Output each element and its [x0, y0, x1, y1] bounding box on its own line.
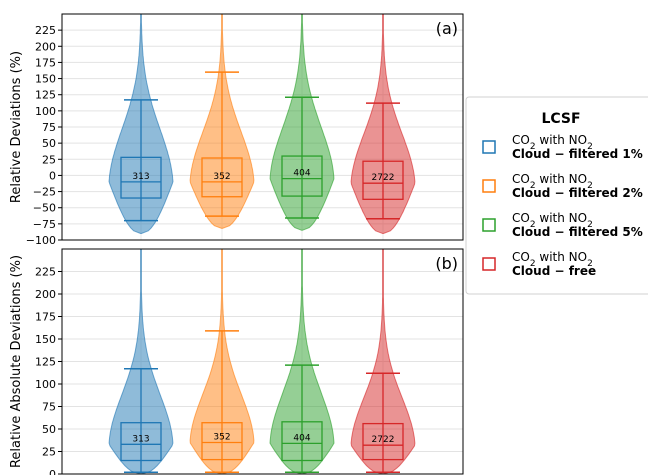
violin-group: 313 — [108, 14, 174, 234]
panel-a: 313 352 404 2722 −100 −75 −50 −25 0 25 50 75 100 125… — [9, 13, 464, 247]
y-tick-label: 50 — [42, 423, 56, 436]
legend-entry-line2: Cloud − filtered 2% — [512, 186, 643, 200]
violin-body — [350, 249, 416, 474]
iqr-box — [201, 422, 243, 461]
legend-entry-line2: Cloud − filtered 5% — [512, 225, 643, 239]
violin-group: 313 — [108, 249, 174, 474]
violin-group: 352 — [189, 249, 255, 474]
legend-entry-line2: Cloud − free — [512, 264, 596, 278]
y-tick-label: 175 — [35, 311, 56, 324]
panel-b: 313 352 404 2722 0255075100125150175200225 … — [9, 248, 464, 475]
panel-a-y-axis-label: Relative Deviations (%) — [9, 51, 24, 203]
legend-swatch — [482, 257, 496, 271]
violin-body — [108, 249, 174, 474]
sample-count-label: 352 — [213, 433, 230, 443]
violin-group: 2722 — [350, 249, 416, 474]
panel-b-violins: 313 352 404 2722 — [108, 249, 416, 474]
panel-a-violins: 313 352 404 2722 — [108, 14, 416, 234]
y-tick-label: 125 — [35, 356, 56, 369]
iqr-box — [201, 157, 243, 198]
y-tick-label: 100 — [35, 378, 56, 391]
sample-count-label: 313 — [132, 434, 149, 444]
iqr-box — [120, 156, 162, 199]
y-tick-label: 0 — [49, 169, 56, 182]
y-tick-label: 75 — [42, 121, 56, 134]
violin-group: 404 — [269, 14, 335, 231]
y-tick-label: 25 — [42, 446, 56, 459]
y-tick-label: 75 — [42, 401, 56, 414]
y-tick-label: −50 — [33, 202, 56, 215]
iqr-box — [362, 422, 404, 461]
violin-group: 352 — [189, 14, 255, 229]
legend-entry-line1: CO2 with NO2 — [512, 172, 593, 191]
y-tick-label: 150 — [35, 73, 56, 86]
iqr-box — [281, 421, 323, 462]
legend-swatch — [482, 218, 496, 232]
legend-entry-line1: CO2 with NO2 — [512, 250, 593, 269]
y-tick-label: −100 — [26, 234, 56, 247]
y-tick-label: 200 — [35, 288, 56, 301]
iqr-box — [362, 160, 404, 200]
violin-group: 404 — [269, 249, 335, 474]
sample-count-label: 404 — [293, 169, 310, 179]
y-tick-label: −25 — [33, 186, 56, 199]
y-tick-label: 225 — [35, 24, 56, 37]
y-tick-label: 25 — [42, 153, 56, 166]
sample-count-label: 2722 — [372, 173, 395, 183]
sample-count-label: 313 — [132, 172, 149, 182]
sample-count-label: 2722 — [372, 435, 395, 445]
legend-entry-line2: Cloud − filtered 1% — [512, 147, 643, 161]
panel-b-label: (b) — [435, 254, 458, 273]
y-tick-label: 50 — [42, 137, 56, 150]
panel-b-frame — [61, 248, 464, 475]
panel-b-y-axis-label: Relative Absolute Deviations (%) — [9, 255, 24, 468]
sample-count-label: 404 — [293, 433, 310, 443]
legend-title: LCSF — [541, 111, 580, 127]
iqr-box — [120, 422, 162, 462]
panel-a-y-ticks: −100 −75 −50 −25 0 25 50 75 100 125 150 175 200 225 — [26, 24, 62, 247]
legend-swatch — [482, 140, 496, 154]
legend-entry-line1: CO2 with NO2 — [512, 133, 593, 152]
violin-group: 2722 — [350, 14, 416, 234]
iqr-box — [281, 155, 323, 197]
y-tick-label: 100 — [35, 105, 56, 118]
legend-frame — [465, 96, 648, 295]
legend-swatch — [482, 179, 496, 193]
y-tick-label: 0 — [49, 468, 56, 475]
legend-entry-line1: CO2 with NO2 — [512, 211, 593, 230]
y-tick-label: 175 — [35, 56, 56, 69]
panel-a-label: (a) — [436, 19, 458, 38]
y-tick-label: 125 — [35, 89, 56, 102]
y-tick-label: 225 — [35, 266, 56, 279]
panel-a-frame — [61, 13, 464, 241]
y-tick-label: −75 — [33, 218, 56, 231]
y-tick-label: 200 — [35, 40, 56, 53]
violin-body — [269, 249, 335, 474]
panel-b-y-ticks: 0 25 50 75 100 125 150 175 200 225 — [35, 266, 62, 475]
y-tick-label: 150 — [35, 333, 56, 346]
sample-count-label: 352 — [213, 172, 230, 182]
